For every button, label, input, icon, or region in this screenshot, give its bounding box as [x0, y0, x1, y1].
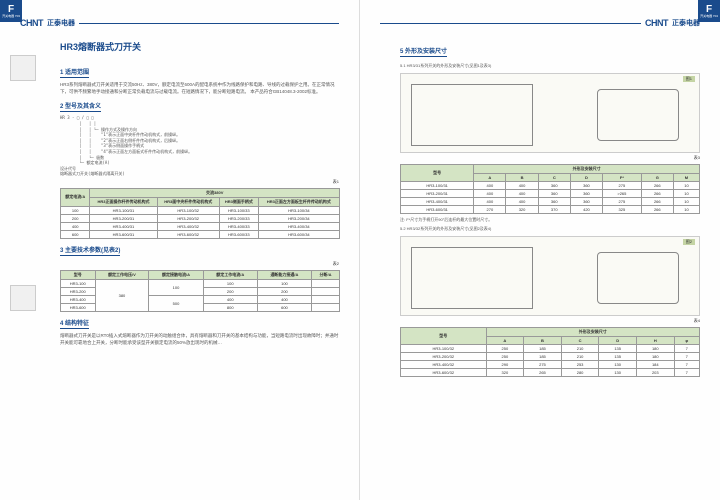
- figure-1: 图1: [400, 73, 700, 153]
- logo-r: CHNT: [645, 18, 668, 28]
- table1-label: 表1: [60, 179, 339, 185]
- side-tab-right: F开关电器 704: [698, 0, 720, 22]
- page-title: HR3熔断器式刀开关: [60, 40, 339, 53]
- logo-cn: 正泰电器: [47, 18, 75, 28]
- model-diagram: HR 3 - □ / □ □ │ │ │ │ │ └─ 操作方式及操作方向 │ …: [60, 115, 339, 177]
- side-tab-left: F开关电器 703: [0, 0, 22, 22]
- section-1-text: HR3系列熔断器式刀开关适用于交流50Hz、380V，额定电流至600A的配电系…: [60, 81, 339, 95]
- page-right: F开关电器 704 CHNT 正泰电器 5 外形及安装尺寸 5.1 HR3/31…: [360, 0, 720, 500]
- figure-2: 图2: [400, 236, 700, 316]
- product-thumb-1: [10, 55, 36, 81]
- section-3-title: 3 主要技术参数(见表2): [60, 245, 120, 256]
- table3-note: 注: F*尺寸为手柄打开90°后连杆的最大位置时尺寸。: [400, 217, 700, 223]
- section-4-text: 熔断器式刀开关是以RT0插入式熔断器作为刀开关的动触组合体，具有熔断器和刀开关的…: [60, 332, 339, 346]
- table4-label: 表4: [400, 318, 700, 324]
- sub-5-2: 5.2 HR3/32系列开关的外形及安装尺寸(见图2及表4): [400, 226, 700, 232]
- table-3: 型号外形及安装尺寸 ABCDF*GM HR3-100/3140040036036…: [400, 164, 700, 214]
- logo-cn-r: 正泰电器: [672, 18, 700, 28]
- table-2: 型号额定工作电压/V额定接触电流/A额定工作电流/A通断能力接通/A分断/A H…: [60, 270, 340, 312]
- header-right: CHNT 正泰电器: [380, 18, 700, 28]
- product-thumb-2: [10, 285, 36, 311]
- page-left: F开关电器 703 CHNT 正泰电器 HR3熔断器式刀开关 1 适用范围 HR…: [0, 0, 360, 500]
- table-4: 型号外形及安装尺寸 ABCDHφ HR3-100/322501852101351…: [400, 327, 700, 377]
- header-left: CHNT 正泰电器: [20, 18, 339, 28]
- section-1-title: 1 适用范围: [60, 67, 89, 78]
- section-2-title: 2 型号及其含义: [60, 101, 101, 112]
- table-1: 额定电流/A交流380V HR3正面操作杆件传动机构式HR3面中央杆件传动机构式…: [60, 188, 340, 239]
- section-5-title: 5 外形及安装尺寸: [400, 46, 447, 57]
- logo: CHNT: [20, 18, 43, 28]
- section-4-title: 4 结构特征: [60, 318, 89, 329]
- table3-label: 表3: [400, 155, 700, 161]
- table2-label: 表2: [60, 261, 339, 267]
- sub-5-1: 5.1 HR3/31系列开关的外形及安装尺寸(见图1及表3): [400, 63, 700, 69]
